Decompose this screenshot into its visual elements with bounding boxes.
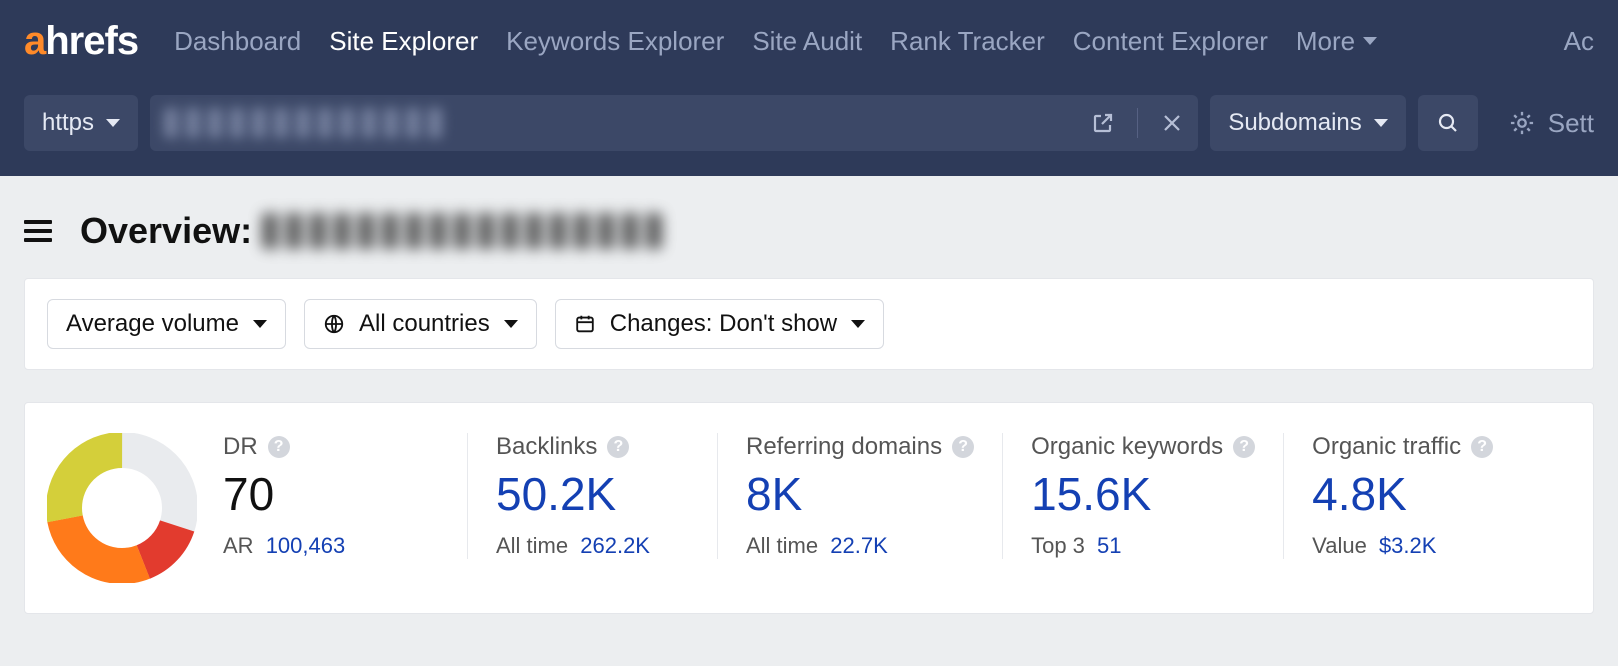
chevron-down-icon	[253, 320, 267, 328]
filter-changes-label: Changes: Don't show	[610, 310, 837, 338]
overview-header: Overview:	[0, 176, 1618, 278]
url-input[interactable]	[150, 95, 1198, 151]
help-icon[interactable]: ?	[1471, 436, 1493, 458]
scope-label: Subdomains	[1228, 109, 1361, 137]
metric-ot-sub-label: Value	[1312, 533, 1367, 558]
metric-referring-domains: Referring domains ? 8K All time 22.7K	[717, 433, 1002, 559]
settings-label: Sett	[1548, 108, 1594, 139]
filters-card: Average volume All countries Changes: Do…	[24, 278, 1594, 370]
nav-right-cut[interactable]: Ac	[1564, 26, 1594, 57]
url-value-redacted	[164, 108, 444, 138]
nav-content-explorer[interactable]: Content Explorer	[1073, 26, 1268, 57]
calendar-icon	[574, 313, 596, 335]
metric-ok-label: Organic keywords	[1031, 433, 1223, 461]
filter-country-label: All countries	[359, 310, 490, 338]
metric-dr-sub-label: AR	[223, 533, 254, 558]
filter-changes[interactable]: Changes: Don't show	[555, 299, 884, 349]
metric-organic-traffic: Organic traffic ? 4.8K Value $3.2K	[1283, 433, 1543, 559]
search-button[interactable]	[1418, 95, 1478, 151]
chevron-down-icon	[851, 320, 865, 328]
chevron-down-icon	[504, 320, 518, 328]
nav-rank-tracker[interactable]: Rank Tracker	[890, 26, 1045, 57]
metric-ok-sub-value[interactable]: 51	[1097, 533, 1121, 558]
gear-icon	[1508, 109, 1536, 137]
globe-icon	[323, 313, 345, 335]
metric-backlinks-value[interactable]: 50.2K	[496, 467, 689, 521]
metric-dr: DR ? 70 AR 100,463	[217, 433, 467, 559]
search-icon	[1436, 111, 1460, 135]
metric-rd-value[interactable]: 8K	[746, 467, 974, 521]
metrics-card: DR ? 70 AR 100,463 Backlinks ? 50.2K All…	[24, 402, 1594, 614]
metric-ot-sub-value[interactable]: $3.2K	[1379, 533, 1437, 558]
nav-keywords-explorer[interactable]: Keywords Explorer	[506, 26, 724, 57]
metric-backlinks-sub-value[interactable]: 262.2K	[580, 533, 650, 558]
filter-volume-label: Average volume	[66, 310, 239, 338]
close-icon[interactable]	[1160, 111, 1184, 135]
settings-link[interactable]: Sett	[1508, 108, 1594, 139]
metric-dr-value: 70	[223, 467, 439, 521]
help-icon[interactable]: ?	[268, 436, 290, 458]
chevron-down-icon	[106, 119, 120, 127]
metric-organic-keywords: Organic keywords ? 15.6K Top 3 51	[1002, 433, 1283, 559]
nav-more[interactable]: More	[1296, 26, 1377, 57]
nav-site-audit[interactable]: Site Audit	[752, 26, 862, 57]
chevron-down-icon	[1374, 119, 1388, 127]
nav-dashboard[interactable]: Dashboard	[174, 26, 301, 57]
page-title: Overview:	[80, 210, 662, 252]
filter-country[interactable]: All countries	[304, 299, 537, 349]
metric-backlinks-label: Backlinks	[496, 433, 597, 461]
nav-site-explorer[interactable]: Site Explorer	[329, 26, 478, 57]
logo-rest: hrefs	[45, 19, 138, 64]
help-icon[interactable]: ?	[1233, 436, 1255, 458]
metric-rd-sub-value[interactable]: 22.7K	[830, 533, 888, 558]
metric-ok-value[interactable]: 15.6K	[1031, 467, 1255, 521]
logo[interactable]: ahrefs	[24, 19, 138, 64]
menu-icon[interactable]	[24, 220, 52, 242]
help-icon[interactable]: ?	[952, 436, 974, 458]
metric-backlinks-sub-label: All time	[496, 533, 568, 558]
metric-rd-label: Referring domains	[746, 433, 942, 461]
protocol-select[interactable]: https	[24, 95, 138, 151]
metric-ok-sub-label: Top 3	[1031, 533, 1085, 558]
metric-ot-value[interactable]: 4.8K	[1312, 467, 1515, 521]
metric-dr-label: DR	[223, 433, 258, 461]
filter-volume[interactable]: Average volume	[47, 299, 286, 349]
metric-rd-sub-label: All time	[746, 533, 818, 558]
metric-dr-sub-value[interactable]: 100,463	[266, 533, 346, 558]
logo-first: a	[24, 19, 45, 64]
metric-ot-label: Organic traffic	[1312, 433, 1461, 461]
metric-backlinks: Backlinks ? 50.2K All time 262.2K	[467, 433, 717, 559]
url-actions	[1091, 108, 1184, 138]
nav-more-label: More	[1296, 26, 1355, 57]
divider	[1137, 108, 1138, 138]
protocol-label: https	[42, 109, 94, 137]
search-row: https Subdomains Sett	[0, 82, 1618, 176]
help-icon[interactable]: ?	[607, 436, 629, 458]
scope-select[interactable]: Subdomains	[1210, 95, 1405, 151]
overview-label: Overview:	[80, 210, 252, 252]
external-link-icon[interactable]	[1091, 111, 1115, 135]
topbar: ahrefs Dashboard Site Explorer Keywords …	[0, 0, 1618, 82]
dr-donut-chart	[47, 433, 197, 583]
chevron-down-icon	[1363, 37, 1377, 45]
overview-subject-redacted	[262, 213, 662, 249]
